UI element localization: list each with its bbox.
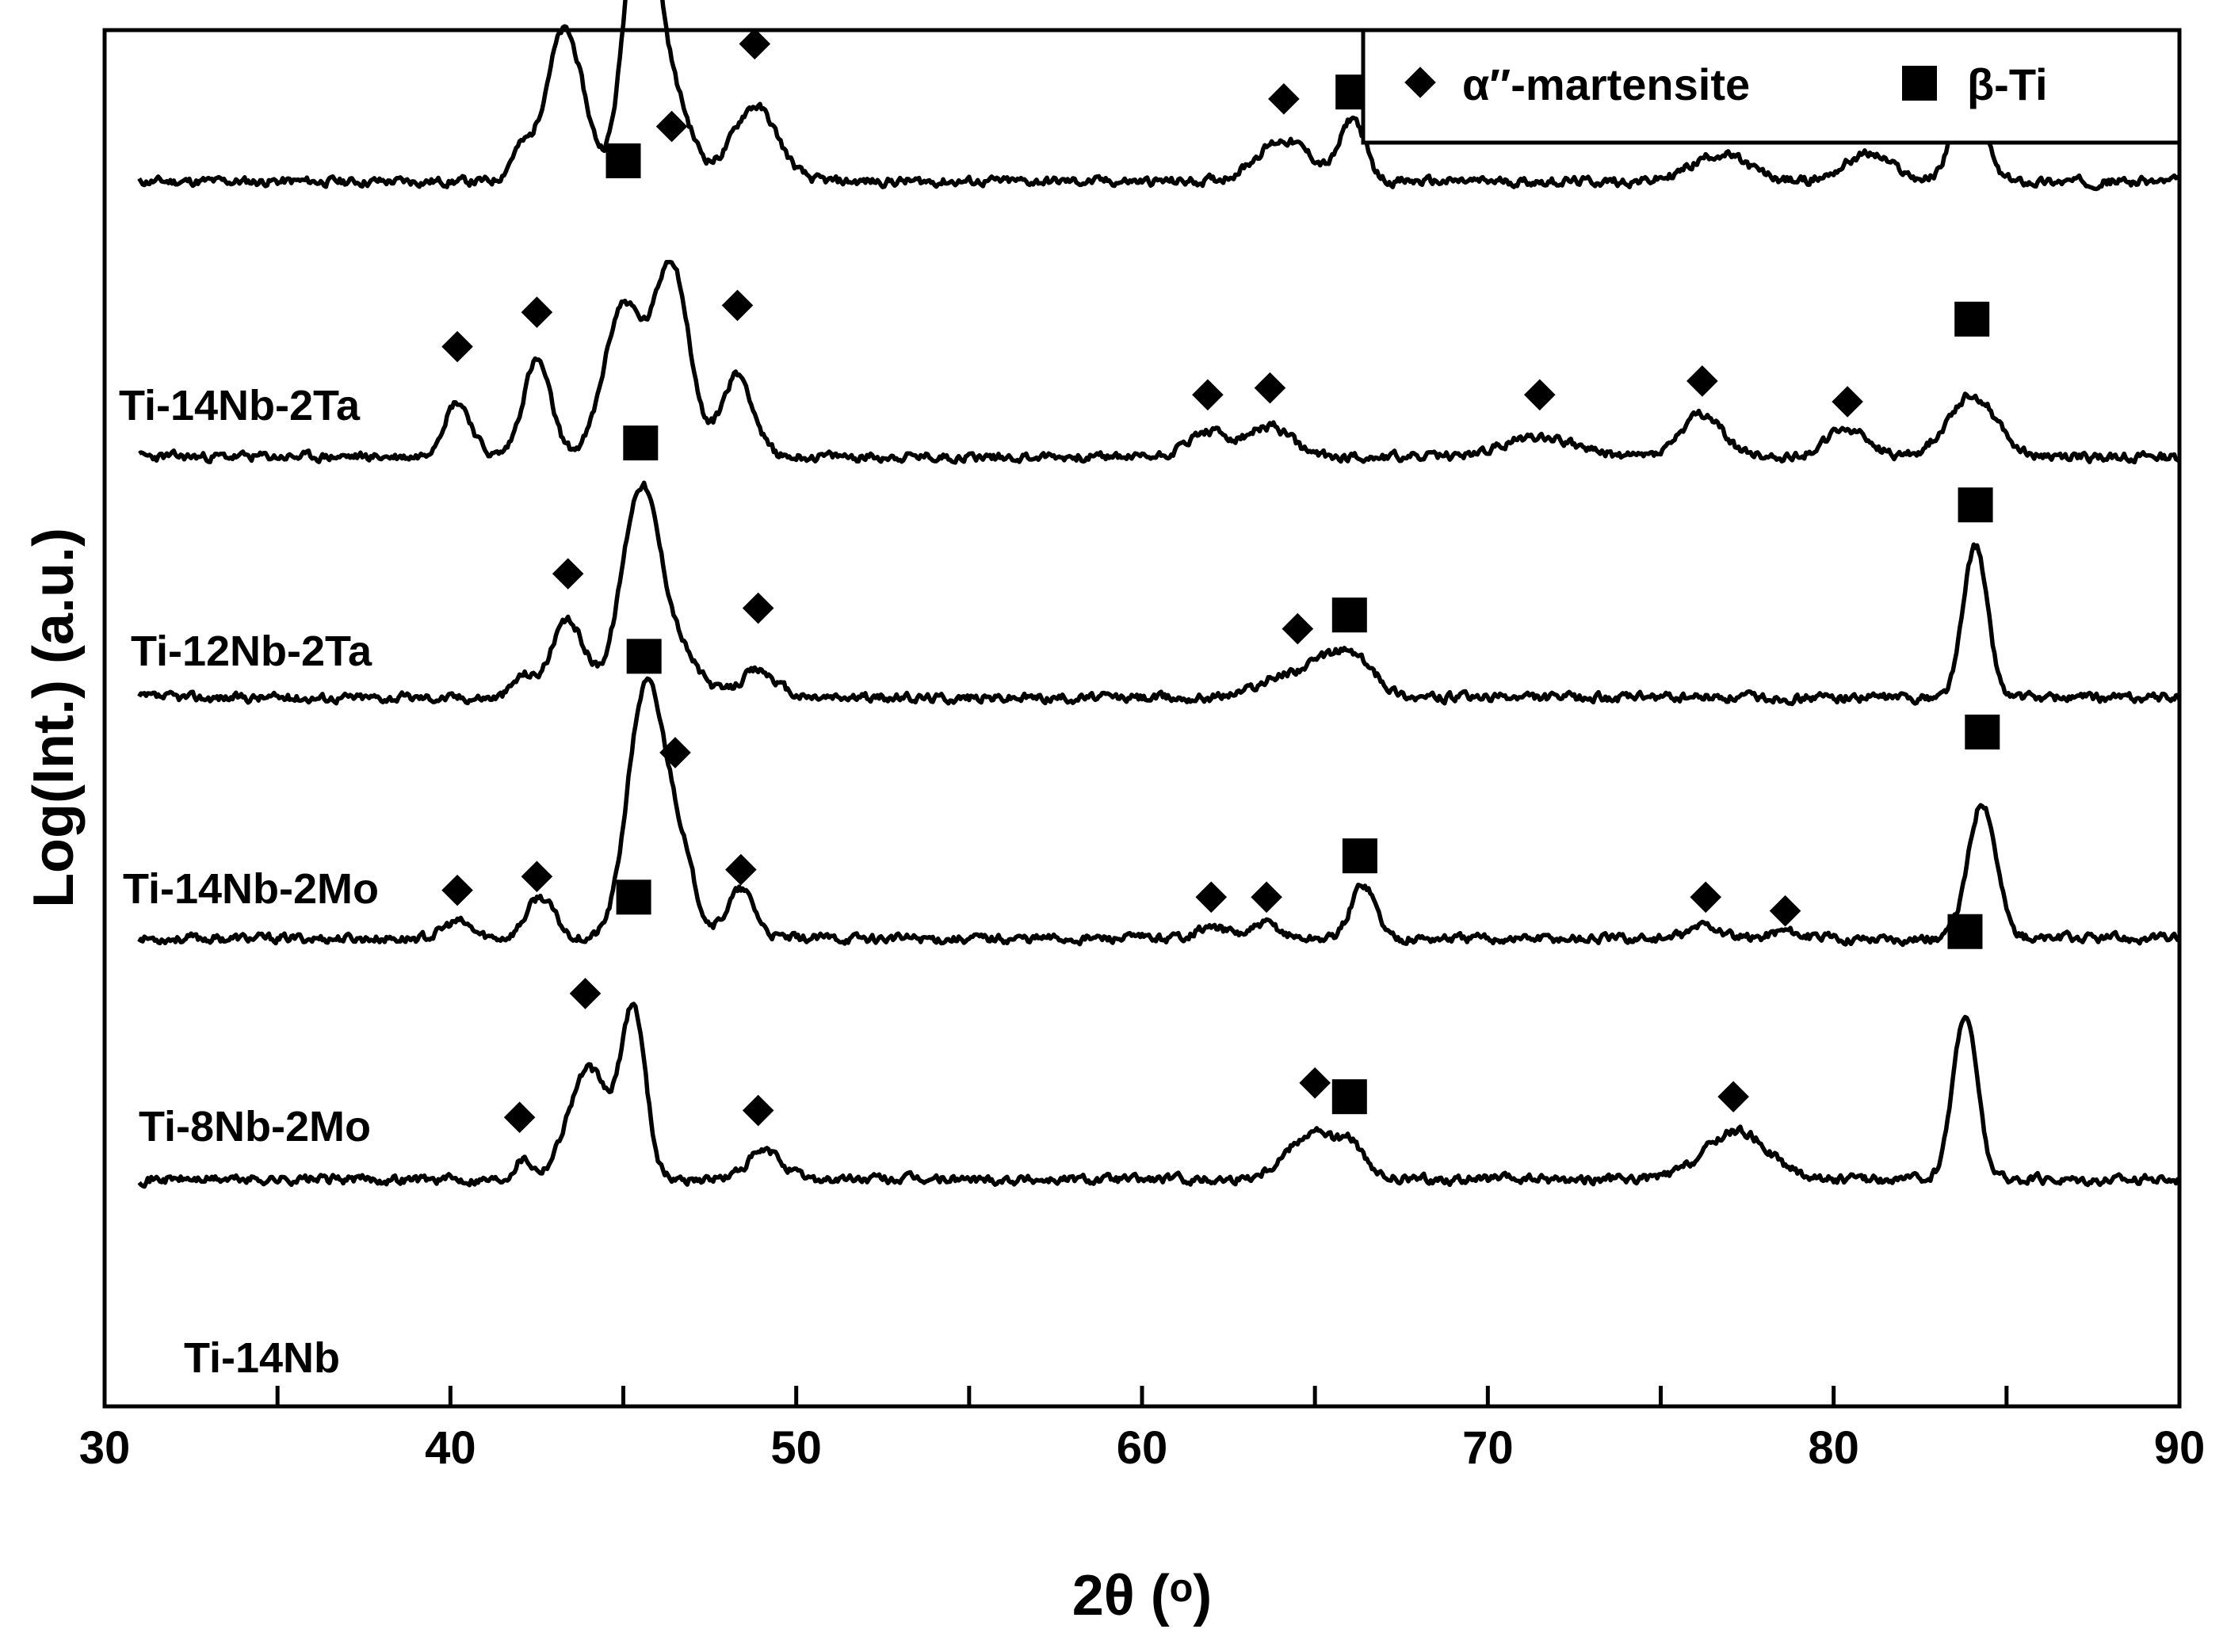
alpha-martensite-marker — [1769, 895, 1801, 927]
beta-ti-marker — [1331, 1079, 1367, 1115]
beta-ti-marker — [1947, 914, 1983, 949]
x-tick-label: 30 — [79, 1422, 131, 1474]
xrd-trace-ti-14nb-2ta — [137, 0, 2181, 192]
xrd-trace-ti-12nb-2ta — [138, 259, 2181, 465]
x-tick-label: 70 — [1462, 1422, 1514, 1474]
alpha-martensite-marker — [521, 860, 553, 893]
x-tick-label: 90 — [2154, 1422, 2206, 1474]
phase-markers — [441, 28, 2000, 1134]
series-label: Ti-12Nb-2Ta — [131, 628, 372, 675]
legend-beta-label: β-Ti — [1967, 59, 2048, 109]
plot-frame — [102, 28, 2182, 1409]
legend-alpha-label: α″-martensite — [1462, 59, 1750, 109]
beta-ti-marker — [1342, 838, 1377, 874]
alpha-martensite-marker — [1717, 1081, 1749, 1112]
beta-ti-marker — [626, 639, 662, 674]
alpha-martensite-marker — [1268, 83, 1300, 115]
alpha-martensite-marker — [503, 1101, 536, 1134]
alpha-martensite-marker — [1299, 1067, 1331, 1099]
alpha-martensite-marker — [721, 289, 754, 322]
traces — [137, 0, 2182, 1189]
alpha-martensite-marker — [1523, 379, 1556, 411]
series-labels: Ti-14Nb-2Ta Ti-12Nb-2Ta Ti-14Nb-2Mo Ti-8Nb-… — [119, 382, 379, 1382]
alpha-martensite-marker — [441, 874, 473, 906]
alpha-martensite-marker — [742, 592, 774, 624]
legend: α″-martensite β-Ti — [1361, 28, 2182, 145]
alpha-martensite-marker — [742, 1094, 774, 1127]
series-label: Ti-8Nb-2Mo — [139, 1103, 371, 1150]
xrd-trace-ti-14nb-2mo — [137, 480, 2182, 707]
series-label: Ti-14Nb-2Ta — [119, 382, 361, 429]
alpha-martensite-marker — [1832, 386, 1863, 418]
xrd-trace-ti-8nb-2mo — [137, 676, 2182, 948]
y-axis-title: Log(Int.) (a.u.) — [22, 528, 86, 908]
alpha-martensite-marker — [1686, 365, 1718, 397]
beta-ti-marker — [1954, 301, 1990, 337]
alpha-martensite-marker — [569, 978, 602, 1009]
alpha-martensite-marker — [739, 28, 771, 60]
alpha-martensite-marker — [441, 330, 473, 363]
beta-ti-marker — [1965, 714, 2000, 750]
x-tick-label: 80 — [1808, 1422, 1859, 1474]
series-label: Ti-14Nb-2Mo — [123, 865, 379, 913]
legend-square-marker — [1902, 66, 1937, 101]
beta-ti-marker — [1331, 597, 1367, 633]
beta-ti-marker — [605, 143, 641, 179]
xrd-trace-ti-14nb — [137, 1002, 2182, 1189]
beta-ti-marker — [623, 425, 659, 461]
alpha-martensite-marker — [1251, 881, 1282, 914]
alpha-martensite-marker — [521, 296, 553, 328]
series-label: Ti-14Nb — [184, 1334, 340, 1382]
alpha-martensite-marker — [659, 737, 691, 769]
alpha-martensite-marker — [1254, 372, 1286, 404]
x-axis-ticks — [102, 1386, 2182, 1406]
x-tick-label: 40 — [425, 1422, 476, 1474]
x-tick-label: 60 — [1117, 1422, 1168, 1474]
alpha-martensite-marker — [1195, 881, 1228, 914]
alpha-martensite-marker — [1282, 612, 1314, 645]
alpha-martensite-marker — [1690, 881, 1722, 914]
alpha-martensite-marker — [1192, 379, 1224, 411]
x-tick-label: 50 — [770, 1422, 822, 1474]
alpha-martensite-marker — [725, 853, 757, 886]
alpha-martensite-marker — [655, 110, 688, 143]
x-axis-tick-labels: 30 40 50 60 70 80 90 — [79, 1422, 2206, 1474]
alpha-martensite-marker — [552, 558, 584, 589]
beta-ti-marker — [616, 879, 651, 915]
x-axis-title: 2θ (ᵒ) — [1072, 1564, 1212, 1627]
legend-box — [1361, 28, 2182, 145]
beta-ti-marker — [1958, 487, 1993, 523]
